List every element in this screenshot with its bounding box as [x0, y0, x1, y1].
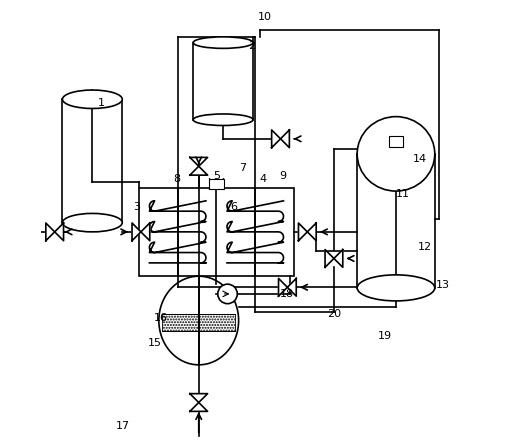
- Text: 17: 17: [116, 421, 130, 431]
- Polygon shape: [55, 223, 64, 241]
- Polygon shape: [298, 223, 307, 241]
- Text: 9: 9: [279, 171, 287, 182]
- Text: 18: 18: [280, 289, 295, 299]
- Polygon shape: [190, 166, 208, 175]
- Polygon shape: [190, 157, 208, 166]
- Text: 13: 13: [436, 280, 450, 290]
- Text: 14: 14: [413, 154, 428, 164]
- Polygon shape: [190, 402, 208, 411]
- Text: 7: 7: [239, 163, 247, 173]
- Text: 12: 12: [418, 242, 432, 252]
- Text: 3: 3: [133, 202, 140, 212]
- Text: 11: 11: [396, 189, 410, 199]
- Polygon shape: [334, 250, 343, 267]
- Ellipse shape: [357, 116, 435, 191]
- Polygon shape: [280, 130, 289, 148]
- Polygon shape: [325, 250, 334, 267]
- Text: 15: 15: [147, 338, 161, 348]
- Ellipse shape: [63, 90, 122, 108]
- Ellipse shape: [159, 276, 239, 365]
- Text: 16: 16: [154, 313, 168, 323]
- Text: 2: 2: [248, 41, 256, 51]
- Ellipse shape: [193, 37, 253, 48]
- Bar: [389, 136, 402, 147]
- Bar: [209, 179, 224, 189]
- Polygon shape: [46, 223, 55, 241]
- Text: 10: 10: [258, 12, 272, 22]
- Text: 19: 19: [378, 331, 392, 341]
- Text: 8: 8: [173, 173, 180, 184]
- Text: 6: 6: [231, 202, 238, 212]
- Circle shape: [218, 284, 237, 304]
- Polygon shape: [190, 394, 208, 402]
- Polygon shape: [141, 223, 150, 241]
- Polygon shape: [278, 278, 287, 296]
- Ellipse shape: [357, 275, 435, 301]
- Bar: [139, 187, 294, 276]
- Ellipse shape: [193, 114, 253, 125]
- Polygon shape: [271, 130, 280, 148]
- Bar: [162, 314, 236, 331]
- Polygon shape: [307, 223, 316, 241]
- Ellipse shape: [63, 214, 122, 232]
- Text: 4: 4: [259, 173, 267, 184]
- Text: 5: 5: [213, 171, 220, 182]
- Polygon shape: [132, 223, 141, 241]
- Text: 20: 20: [327, 309, 341, 319]
- Text: 1: 1: [98, 98, 105, 108]
- Polygon shape: [287, 278, 296, 296]
